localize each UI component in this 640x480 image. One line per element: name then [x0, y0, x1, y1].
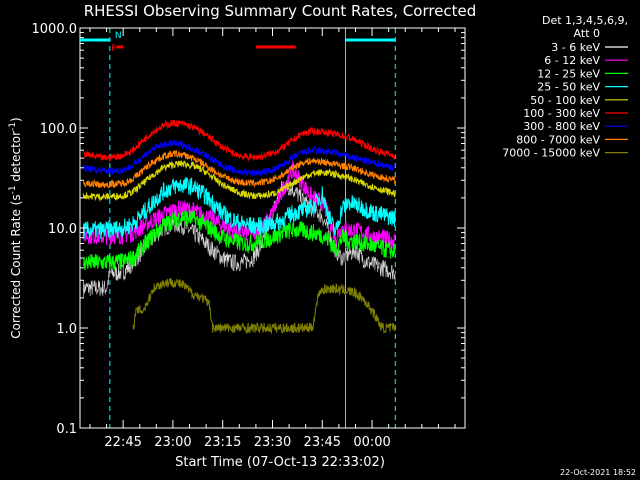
y-tick-label: 10.0 [48, 222, 77, 237]
legend-label: 6 - 12 keV [544, 54, 600, 67]
flag-label-2: F [111, 44, 116, 54]
x-tick-label: 22:45 [104, 435, 141, 450]
series-line-100-300-kev [82, 118, 396, 162]
x-axis-label: Start Time (07-Oct-13 22:33:02) [175, 455, 385, 470]
y-axis-label-end: ) [9, 117, 23, 122]
y-tick-label: 100.0 [40, 122, 77, 137]
legend-label: 100 - 300 keV [523, 107, 600, 120]
series-line-12-25-kev [82, 209, 396, 271]
chart-title: RHESSI Observing Summary Count Rates, Co… [84, 2, 477, 20]
legend-label: 800 - 7000 keV [516, 133, 600, 146]
series-line-50-100-kev [82, 160, 396, 202]
legend-label: 50 - 100 keV [530, 94, 600, 107]
x-tick-label: 23:30 [254, 435, 291, 450]
series-line-7000-15000-kev [132, 277, 396, 335]
series-line-300-800-kev [82, 139, 396, 177]
y-axis-label-sup1: -1 [8, 185, 18, 194]
y-axis-label-mid: detector [9, 131, 23, 186]
x-tick-label: 00:00 [353, 435, 390, 450]
y-tick-label: 0.1 [56, 422, 77, 437]
y-axis-label-main: Corrected Count Rate (s [9, 194, 23, 338]
y-tick-label: 1000.0 [32, 22, 78, 37]
y-tick-label: 1.0 [56, 322, 77, 337]
generated-timestamp: 22-Oct-2021 18:52 [560, 468, 636, 477]
y-axis-label-sup2: -1 [8, 122, 18, 131]
legend-label: 7000 - 15000 keV [502, 147, 600, 160]
series-line-800-7000-kev [82, 149, 396, 189]
legend-header-detectors: Det 1,3,4,5,6,9, [542, 14, 628, 27]
x-tick-label: 23:00 [154, 435, 191, 450]
legend-label: 25 - 50 keV [537, 81, 600, 94]
x-tick-label: 23:15 [204, 435, 241, 450]
legend-label: 300 - 800 keV [523, 120, 600, 133]
x-tick-label: 23:45 [304, 435, 341, 450]
y-axis-label: Corrected Count Rate (s-1 detector-1) [8, 117, 23, 338]
legend-header-attenuator: Att 0 [574, 27, 600, 40]
flag-label-0: N [115, 31, 122, 41]
legend-label: 12 - 25 keV [537, 67, 600, 80]
series-line-25-50-kev [82, 177, 396, 240]
legend-label: 3 - 6 keV [551, 41, 600, 54]
